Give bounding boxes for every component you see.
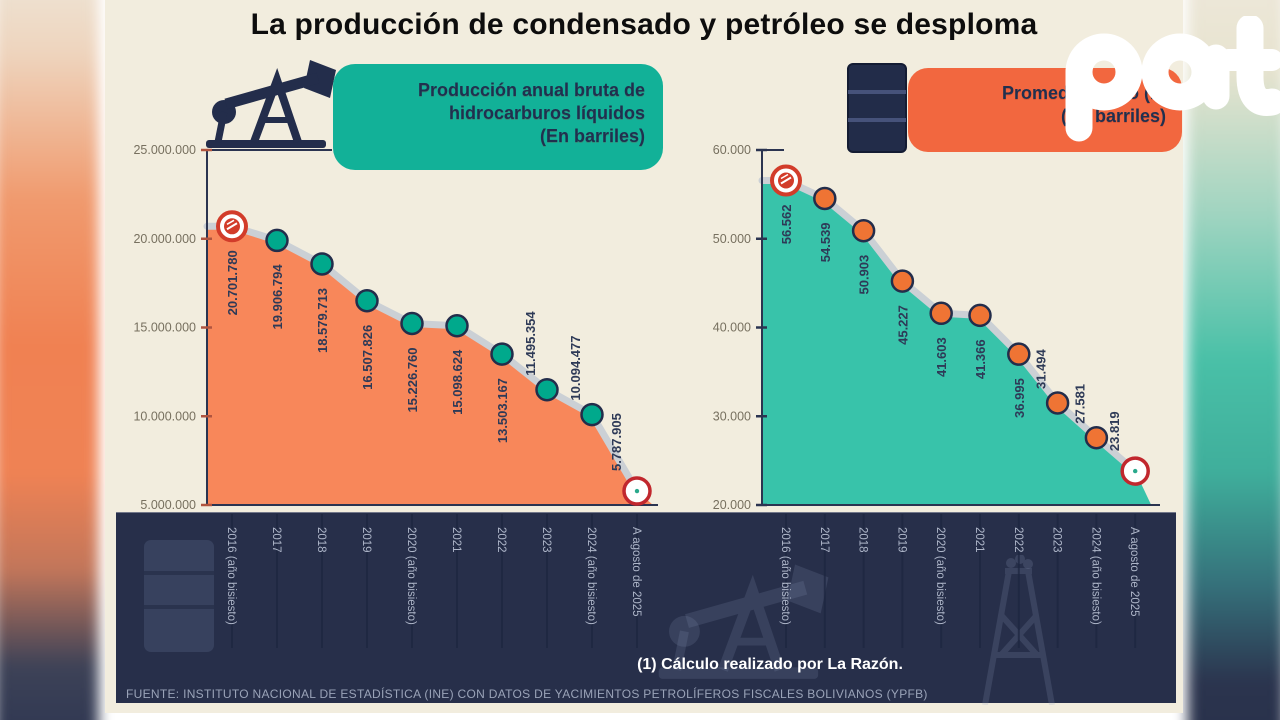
value-label: 50.903 [857, 255, 872, 295]
year-label: 2016 (año bisiesto) [225, 527, 237, 625]
y-tick-label: 15.000.000 [133, 321, 196, 335]
value-label: 11.495.354 [523, 311, 538, 376]
area-series-1 [762, 180, 1152, 505]
start-marker-slash [780, 173, 789, 180]
value-label: 54.539 [818, 222, 833, 262]
y-tick-label: 25.000.000 [133, 143, 196, 157]
start-marker-slash [226, 222, 238, 231]
year-label: 2024 (año bisiesto) [585, 527, 597, 625]
pumpjack-watermark-icon [658, 564, 829, 679]
end-marker-dot [634, 488, 640, 494]
data-point [851, 218, 876, 243]
y-tick-label: 20.000 [713, 498, 751, 512]
pat-logo [1065, 16, 1280, 142]
data-point [445, 313, 469, 338]
value-label: 23.819 [1107, 411, 1122, 451]
value-label: 16.507.826 [360, 325, 375, 390]
pumpjack-icon [206, 60, 336, 148]
data-point [490, 342, 514, 366]
blurred-left-edge [0, 0, 99, 720]
value-label: 15.098.624 [450, 349, 465, 415]
value-label: 5.787.905 [609, 413, 624, 471]
year-label: A agosto de 2025 [630, 527, 642, 617]
year-label: 2022 [1012, 527, 1024, 553]
year-label: 2019 [895, 527, 907, 553]
year-label: 2021 [450, 527, 462, 553]
value-label: 56.562 [779, 205, 794, 245]
year-label: 2017 [818, 527, 830, 553]
year-label: 2016 (año bisiesto) [779, 527, 791, 625]
legend-line: Producción anual bruta de [417, 80, 645, 100]
y-tick-label: 5.000.000 [140, 498, 196, 512]
infographic-title: La producción de condensado y petróleo s… [250, 8, 1038, 41]
value-label: 41.366 [973, 339, 988, 379]
left-chart-legend: Producción anual bruta de hidrocarburos … [333, 64, 663, 170]
barrel-watermark-icon [144, 540, 214, 652]
year-label: 2023 [540, 527, 552, 553]
year-label: 2021 [973, 527, 985, 553]
year-label: 2018 [857, 527, 869, 553]
data-point [265, 228, 289, 253]
data-point [310, 252, 334, 276]
y-tick-label: 50.000 [713, 232, 751, 246]
data-point [968, 303, 992, 328]
year-label: 2023 [1051, 527, 1063, 553]
value-label: 20.701.780 [225, 250, 240, 315]
year-label: A agosto de 2025 [1128, 527, 1140, 617]
data-point [1007, 342, 1031, 366]
year-label: 2019 [360, 527, 372, 553]
value-label: 15.226.760 [405, 347, 420, 412]
source-line: FUENTE: INSTITUTO NACIONAL DE ESTADÍSTIC… [126, 687, 928, 701]
blurred-right-edge [1187, 0, 1280, 720]
y-tick-label: 10.000.000 [133, 409, 196, 423]
year-label: 2018 [315, 527, 327, 553]
value-label: 45.227 [895, 305, 910, 345]
data-point [580, 402, 604, 427]
years-band [116, 512, 1176, 705]
value-label: 31.494 [1034, 348, 1049, 389]
y-tick-label: 60.000 [713, 143, 751, 157]
y-tick-label: 20.000.000 [133, 232, 196, 246]
year-label: 2022 [495, 527, 507, 553]
end-marker-dot [1133, 468, 1138, 474]
y-tick-label: 40.000 [713, 321, 751, 335]
legend-line: (En barriles) [539, 126, 645, 147]
value-label: 18.579.713 [315, 288, 330, 353]
value-label: 36.995 [1012, 378, 1027, 418]
value-label: 41.603 [934, 337, 949, 377]
data-point [355, 288, 379, 313]
data-point [1084, 425, 1109, 450]
year-label: 2020 (año bisiesto) [934, 527, 946, 625]
barrel-icon [847, 63, 907, 153]
value-label: 10.094.477 [568, 335, 583, 400]
year-label: 2020 (año bisiesto) [405, 527, 417, 625]
start-marker-slash [226, 219, 235, 225]
data-point [813, 186, 837, 211]
start-marker-slash [780, 176, 792, 185]
data-point [535, 377, 559, 402]
value-label: 13.503.167 [495, 378, 510, 443]
data-point [929, 301, 953, 326]
footnote: (1) Cálculo realizado por La Razón. [637, 656, 903, 673]
year-label: 2024 (año bisiesto) [1089, 527, 1101, 625]
value-label: 19.906.794 [270, 264, 285, 330]
data-point [890, 269, 915, 293]
y-tick-label: 30.000 [713, 409, 751, 423]
legend-line: hidrocarburos líquidos [448, 103, 645, 124]
area-series-0 [207, 226, 653, 506]
data-point [1045, 391, 1070, 415]
year-label: 2017 [270, 527, 282, 553]
data-point [400, 311, 424, 336]
value-label: 27.581 [1072, 384, 1087, 424]
